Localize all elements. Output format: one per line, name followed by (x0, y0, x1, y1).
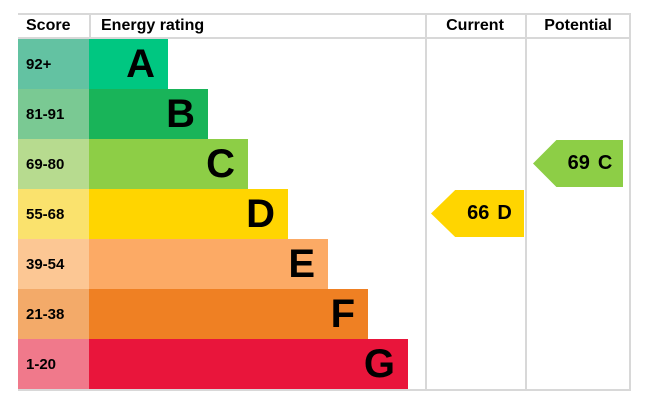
score-cell: 1-20 (18, 339, 89, 389)
score-cell: 21-38 (18, 289, 89, 339)
band-letter: F (330, 292, 355, 336)
band-bar: D (89, 189, 288, 239)
band-bar: E (89, 239, 328, 289)
band-letter: A (126, 42, 155, 86)
band-row: 1-20 G (18, 339, 408, 389)
band-row: 39-54 E (18, 239, 328, 289)
current-column-header: Current (446, 16, 504, 34)
band-row: 81-91 B (18, 89, 208, 139)
band-row: 21-38 F (18, 289, 368, 339)
band-letter: B (166, 92, 195, 136)
score-cell: 55-68 (18, 189, 89, 239)
energy-rating-column-header: Energy rating (101, 16, 205, 34)
band-letter: E (288, 242, 315, 286)
potential-column-header: Potential (544, 16, 612, 34)
band-row: 69-80 C (18, 139, 248, 189)
band-letter: G (363, 342, 395, 386)
score-cell: 92+ (18, 39, 89, 89)
score-rating-divider (89, 13, 91, 39)
band-row: 55-68 D (18, 189, 288, 239)
table-top-border (18, 13, 631, 15)
current-rating-band: D (497, 202, 512, 224)
band-bar: C (89, 139, 248, 189)
table-right-border (629, 13, 631, 391)
score-cell: 39-54 (18, 239, 89, 289)
table-bottom-border (18, 389, 631, 391)
band-letter: C (206, 142, 235, 186)
current-rating-value: 66 (467, 202, 490, 224)
potential-rating-value: 69 (567, 152, 590, 174)
potential-column-left-border (525, 13, 527, 391)
score-column-header: Score (26, 16, 71, 34)
potential-rating-arrow: 69 C (533, 140, 623, 187)
header-underline (18, 37, 631, 39)
score-cell: 81-91 (18, 89, 89, 139)
band-bar: F (89, 289, 368, 339)
band-bar: A (89, 39, 168, 89)
current-rating-arrow: 66 D (431, 190, 524, 237)
band-row: 92+ A (18, 39, 168, 89)
band-bar: B (89, 89, 208, 139)
band-bar: G (89, 339, 408, 389)
potential-rating-band: C (597, 152, 613, 174)
score-cell: 69-80 (18, 139, 89, 189)
band-letter: D (246, 192, 275, 236)
current-column-left-border (425, 13, 427, 391)
